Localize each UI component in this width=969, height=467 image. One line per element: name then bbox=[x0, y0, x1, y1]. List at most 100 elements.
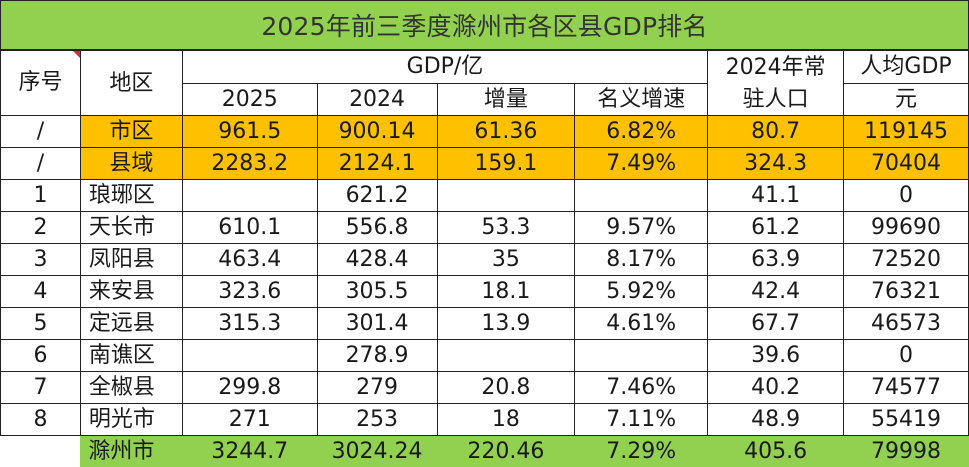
cell-per-capita[interactable]: 119145 bbox=[843, 115, 969, 148]
header-population-line1[interactable]: 2024年常 bbox=[707, 50, 845, 83]
cell-increase[interactable]: 159.1 bbox=[436, 147, 576, 180]
cell-population[interactable]: 61.2 bbox=[707, 211, 845, 244]
cell-growth[interactable]: 7.29% bbox=[574, 435, 708, 467]
cell-gdp-2024[interactable]: 2124.1 bbox=[316, 147, 438, 180]
cell-population[interactable]: 41.1 bbox=[707, 179, 845, 212]
cell-population[interactable]: 48.9 bbox=[707, 403, 845, 436]
cell-gdp-2025[interactable]: 271 bbox=[181, 403, 318, 436]
cell-increase[interactable]: 53.3 bbox=[436, 211, 576, 244]
cell-index[interactable]: 8 bbox=[0, 403, 81, 436]
cell-population[interactable]: 39.6 bbox=[707, 339, 845, 372]
cell-growth[interactable]: 8.17% bbox=[574, 243, 709, 276]
cell-region[interactable]: 凤阳县 bbox=[79, 243, 183, 276]
cell-per-capita[interactable]: 46573 bbox=[843, 307, 969, 340]
cell-index[interactable]: / bbox=[0, 147, 81, 180]
cell-increase[interactable]: 61.36 bbox=[436, 115, 576, 148]
cell-region[interactable]: 定远县 bbox=[79, 307, 183, 340]
header-region[interactable]: 地区 bbox=[79, 50, 183, 116]
header-population-line2[interactable]: 驻人口 bbox=[707, 83, 845, 116]
cell-region[interactable]: 全椒县 bbox=[79, 371, 183, 404]
cell-population[interactable]: 40.2 bbox=[707, 371, 845, 404]
cell-gdp-2025[interactable]: 2283.2 bbox=[181, 147, 318, 180]
cell-increase[interactable] bbox=[436, 179, 576, 212]
cell-gdp-2024[interactable]: 3024.24 bbox=[317, 435, 438, 467]
cell-growth[interactable]: 6.82% bbox=[574, 115, 709, 148]
cell-region[interactable]: 来安县 bbox=[79, 275, 183, 308]
cell-population[interactable]: 63.9 bbox=[707, 243, 845, 276]
cell-increase[interactable] bbox=[436, 339, 576, 372]
cell-per-capita[interactable]: 55419 bbox=[843, 403, 969, 436]
cell-gdp-2025[interactable] bbox=[181, 179, 318, 212]
cell-index[interactable]: 5 bbox=[0, 307, 81, 340]
cell-gdp-2024[interactable]: 428.4 bbox=[316, 243, 438, 276]
cell-index[interactable]: 4 bbox=[0, 275, 81, 308]
cell-region[interactable]: 明光市 bbox=[79, 403, 183, 436]
table-title[interactable]: 2025年前三季度滁州市各区县GDP排名 bbox=[0, 0, 969, 50]
cell-per-capita[interactable]: 99690 bbox=[843, 211, 969, 244]
cell-gdp-2025[interactable]: 299.8 bbox=[181, 371, 318, 404]
cell-gdp-2025[interactable]: 610.1 bbox=[181, 211, 318, 244]
cell-population[interactable]: 67.7 bbox=[707, 307, 845, 340]
cell-increase[interactable]: 18 bbox=[436, 403, 576, 436]
cell-per-capita[interactable]: 70404 bbox=[843, 147, 969, 180]
cell-gdp-2024[interactable]: 253 bbox=[316, 403, 438, 436]
cell-growth[interactable]: 5.92% bbox=[574, 275, 709, 308]
cell-gdp-2024[interactable]: 278.9 bbox=[316, 339, 438, 372]
cell-gdp-2024[interactable]: 279 bbox=[316, 371, 438, 404]
cell-per-capita[interactable]: 0 bbox=[843, 339, 969, 372]
cell-population[interactable]: 405.6 bbox=[707, 435, 844, 467]
cell-region[interactable]: 市区 bbox=[79, 115, 183, 148]
cell-gdp-2024[interactable]: 556.8 bbox=[316, 211, 438, 244]
cell-index[interactable]: 7 bbox=[0, 371, 81, 404]
cell-gdp-2024[interactable]: 301.4 bbox=[316, 307, 438, 340]
cell-growth[interactable]: 7.49% bbox=[574, 147, 709, 180]
cell-gdp-2025[interactable]: 315.3 bbox=[181, 307, 318, 340]
cell-population[interactable]: 324.3 bbox=[707, 147, 845, 180]
cell-increase[interactable]: 35 bbox=[436, 243, 576, 276]
cell-index[interactable]: 1 bbox=[0, 179, 81, 212]
cell-region[interactable]: 滁州市 bbox=[80, 435, 183, 467]
cell-gdp-2025[interactable]: 3244.7 bbox=[182, 435, 318, 467]
cell-population[interactable]: 80.7 bbox=[707, 115, 845, 148]
cell-region[interactable]: 天长市 bbox=[79, 211, 183, 244]
cell-gdp-2025[interactable]: 323.6 bbox=[181, 275, 318, 308]
cell-per-capita[interactable]: 76321 bbox=[843, 275, 969, 308]
cell-increase[interactable]: 220.46 bbox=[437, 435, 575, 467]
cell-growth[interactable]: 7.46% bbox=[574, 371, 709, 404]
cell-gdp-2024[interactable]: 305.5 bbox=[316, 275, 438, 308]
cell-region[interactable]: 南谯区 bbox=[79, 339, 183, 372]
cell-growth[interactable]: 4.61% bbox=[574, 307, 709, 340]
cell-index[interactable]: 6 bbox=[0, 339, 81, 372]
header-gdp-group[interactable]: GDP/亿 bbox=[181, 50, 709, 84]
header-per-capita-line2[interactable]: 元 bbox=[843, 82, 969, 116]
cell-increase[interactable]: 18.1 bbox=[436, 275, 576, 308]
cell-gdp-2024[interactable]: 900.14 bbox=[316, 115, 438, 148]
cell-growth[interactable] bbox=[574, 339, 709, 372]
cell-per-capita[interactable]: 79998 bbox=[843, 435, 969, 467]
cell-per-capita[interactable]: 0 bbox=[843, 179, 969, 212]
cell-gdp-2025[interactable] bbox=[181, 339, 318, 372]
header-nominal-growth[interactable]: 名义增速 bbox=[574, 82, 709, 116]
cell-per-capita[interactable]: 72520 bbox=[843, 243, 969, 276]
header-increase[interactable]: 增量 bbox=[436, 82, 576, 116]
cell-region[interactable]: 琅琊区 bbox=[79, 179, 183, 212]
cell-increase[interactable]: 13.9 bbox=[436, 307, 576, 340]
cell-growth[interactable]: 9.57% bbox=[574, 211, 709, 244]
cell-population[interactable]: 42.4 bbox=[707, 275, 845, 308]
cell-per-capita[interactable]: 74577 bbox=[843, 371, 969, 404]
cell-increase[interactable]: 20.8 bbox=[436, 371, 576, 404]
cell-gdp-2025[interactable]: 463.4 bbox=[181, 243, 318, 276]
cell-growth[interactable] bbox=[574, 179, 709, 212]
cell-index[interactable]: 3 bbox=[0, 243, 81, 276]
cell-gdp-2024[interactable]: 621.2 bbox=[316, 179, 438, 212]
header-per-capita-line1[interactable]: 人均GDP bbox=[843, 50, 969, 84]
header-gdp-2024[interactable]: 2024 bbox=[316, 82, 438, 116]
header-index[interactable]: 序号 bbox=[0, 50, 81, 116]
cell-region[interactable]: 县域 bbox=[79, 147, 183, 180]
cell-growth[interactable]: 7.11% bbox=[574, 403, 709, 436]
cell-index[interactable]: / bbox=[0, 115, 81, 148]
header-gdp-2025[interactable]: 2025 bbox=[181, 82, 318, 116]
cell-index[interactable]: 2 bbox=[0, 211, 81, 244]
cell-gdp-2025[interactable]: 961.5 bbox=[181, 115, 318, 148]
cell-index[interactable] bbox=[0, 435, 81, 467]
